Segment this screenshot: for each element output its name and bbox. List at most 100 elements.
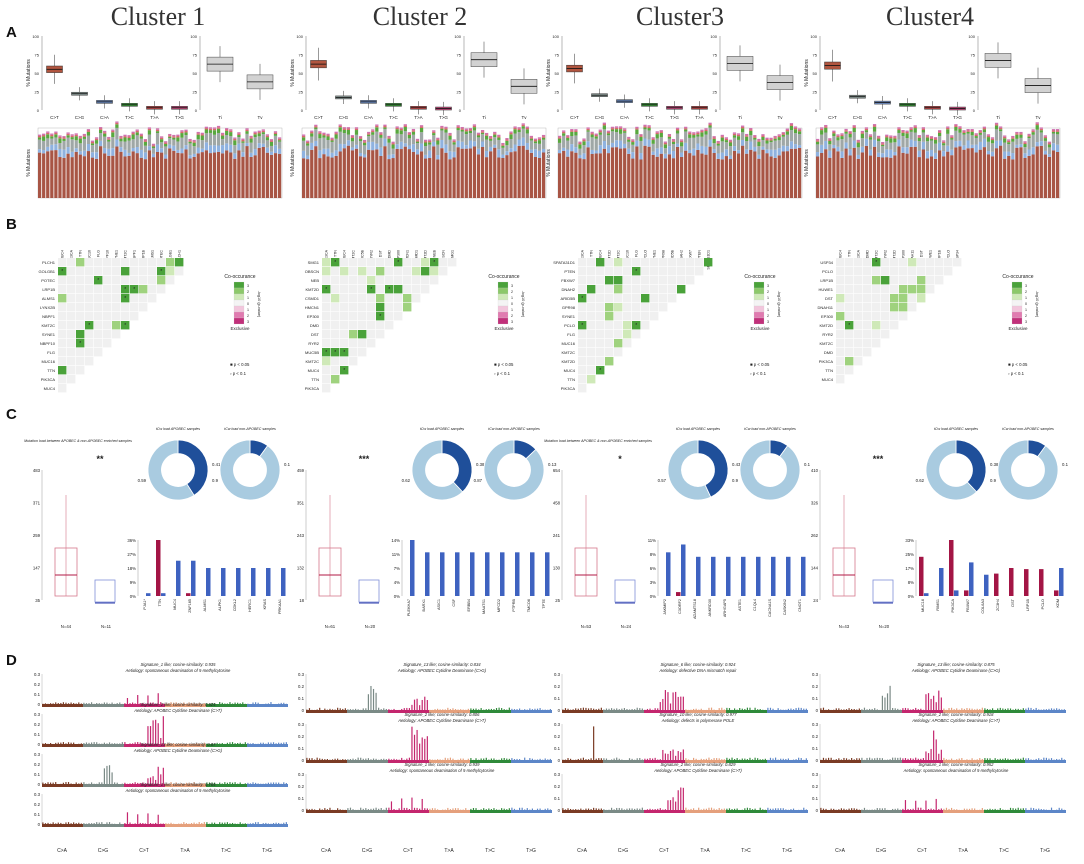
stacked-bar-segment: [119, 137, 123, 139]
signature-bar: [577, 758, 579, 760]
stacked-bar-segment: [1007, 155, 1011, 198]
stacked-bar-segment: [704, 129, 708, 132]
stacked-bar-segment: [444, 129, 448, 133]
signature-bar: [838, 809, 840, 810]
stacked-bar-segment: [46, 138, 50, 147]
stacked-bar-segment: [257, 143, 261, 148]
cooccurrence-cell: [926, 258, 935, 267]
stacked-bar-segment: [816, 152, 820, 157]
donut-label-b: 0.9: [990, 478, 997, 483]
signature-bar: [219, 702, 221, 704]
stacked-bar-segment: [74, 134, 78, 137]
tick-label: 371: [33, 501, 41, 506]
stacked-bar-segment: [708, 139, 712, 147]
signature-bar: [961, 758, 963, 760]
signature-bar: [636, 707, 638, 710]
stacked-bar-segment: [692, 135, 696, 138]
context-band: [165, 784, 206, 787]
signature-bar: [593, 807, 595, 810]
stacked-bar-segment: [180, 131, 184, 134]
signature-bar: [372, 808, 375, 810]
legend-axis-label: -log10 (p-value): [1035, 291, 1039, 318]
stacked-bar-segment: [424, 141, 428, 143]
stacked-bar-segment: [954, 130, 958, 142]
context-band: [83, 824, 124, 827]
stacked-bar-segment: [881, 141, 885, 144]
stacked-bar-segment: [667, 138, 672, 147]
signature-bar: [131, 702, 134, 704]
signature-bar: [342, 708, 344, 710]
mutation-load-title: Mutation load between APOBEC & non-APOBE…: [544, 439, 652, 443]
stacked-bar-segment: [769, 139, 773, 141]
cooccurrence-cell: [331, 330, 340, 339]
stacked-bar-segment: [663, 142, 667, 145]
cooccurrence-cell: [668, 267, 677, 276]
stacked-bar-segment: [46, 151, 50, 198]
signature-bar: [96, 703, 98, 704]
stacked-bar-segment: [619, 140, 623, 149]
gene-top-label: SYNE1: [653, 250, 657, 262]
stacked-bar-segment: [680, 152, 684, 157]
cooccurrence-cell: [130, 285, 139, 294]
signature-bar: [75, 782, 77, 784]
signature-bar: [798, 707, 800, 710]
signature-bar: [840, 808, 842, 810]
stacked-bar-segment: [533, 141, 538, 144]
stacked-bar-segment: [663, 141, 667, 143]
stacked-bar-segment: [864, 132, 869, 139]
signature-bar: [562, 709, 564, 710]
stacked-bar-segment: [982, 126, 986, 129]
signature-bar: [547, 759, 549, 760]
stacked-bar-segment: [970, 135, 974, 145]
stacked-bar-segment: [241, 139, 245, 142]
stacked-bar-segment: [606, 132, 611, 134]
cooccurrence-cell: [67, 267, 76, 276]
context-band: [165, 704, 206, 707]
stacked-bar-segment: [917, 136, 921, 138]
cooccurrence-cell: [623, 312, 632, 321]
context-band: [388, 760, 429, 763]
stacked-bar-segment: [367, 131, 371, 134]
signature-bar: [940, 697, 942, 710]
significance-star: *: [635, 323, 637, 329]
gene-left-label: KMT2C: [305, 359, 319, 364]
gene-bar-label: TMCO6: [527, 599, 531, 612]
signature-bar: [203, 742, 205, 744]
signature-bar: [70, 823, 72, 824]
donut-slice: [147, 439, 195, 501]
gene-bar-label: PTPRB: [512, 599, 516, 612]
stacked-bar-segment: [655, 148, 659, 157]
cooccurrence-cell: [872, 285, 881, 294]
stacked-bar-segment: [135, 135, 139, 148]
signature-bar: [549, 758, 551, 760]
stacked-bar-segment: [415, 154, 420, 198]
cooccurrence-cell: [578, 294, 587, 303]
gene-left-label: ALMS1: [42, 296, 56, 301]
signature-bar: [131, 783, 134, 784]
stacked-bar-segment: [704, 134, 708, 147]
stacked-bar-segment: [966, 140, 970, 149]
stacked-bar-segment: [986, 135, 991, 138]
signature-bar: [930, 808, 932, 810]
stacked-bar-segment: [42, 133, 46, 136]
signature-bar: [675, 691, 677, 710]
cooccurrence-cell: [58, 285, 67, 294]
signature-bar: [567, 808, 569, 810]
stacked-bar-segment: [66, 135, 70, 138]
tick-label: 0%: [908, 594, 914, 599]
stacked-bar-segment: [728, 146, 733, 156]
stacked-bar-segment: [570, 144, 574, 152]
signature-bar: [467, 758, 469, 760]
signature-bar: [213, 822, 216, 824]
non-apobec-bar: [191, 560, 196, 596]
gene-left-label: PIK3CA: [561, 386, 576, 391]
stacked-bar-segment: [905, 133, 909, 139]
stacked-bar-segment: [529, 135, 533, 138]
stacked-bar-segment: [375, 127, 379, 132]
cooccurrence-cell: [340, 285, 349, 294]
signature-bar: [1017, 807, 1019, 810]
signature-bar: [380, 709, 382, 710]
stacked-bar-segment: [574, 130, 578, 132]
gene-top-label: DMD: [388, 250, 392, 259]
cooccurrence-cell: [632, 312, 641, 321]
